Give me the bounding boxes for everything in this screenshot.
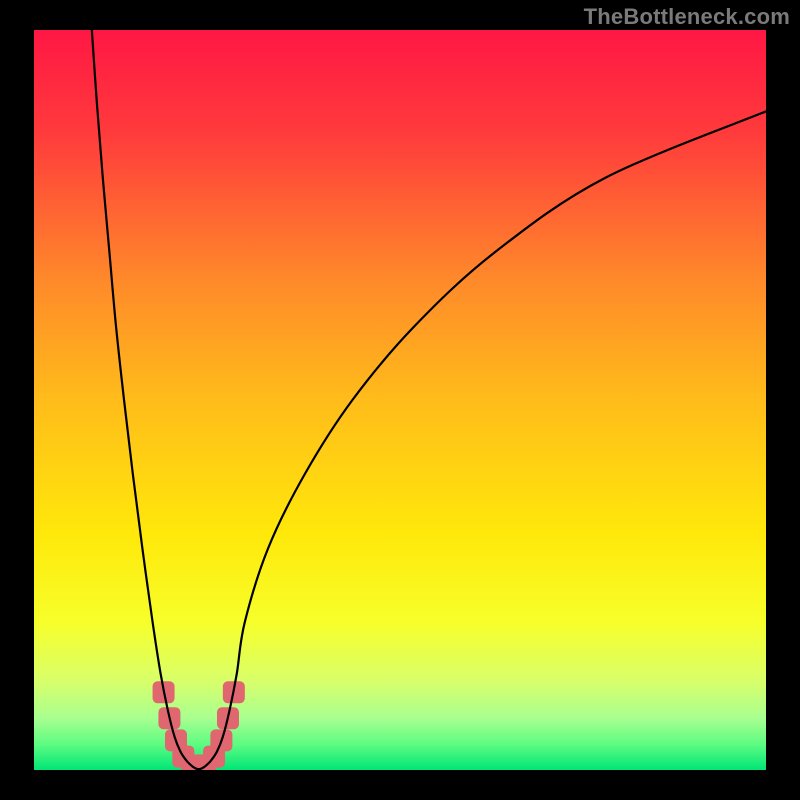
chart-svg xyxy=(0,0,800,800)
outer-frame: TheBottleneck.com xyxy=(0,0,800,800)
watermark-text: TheBottleneck.com xyxy=(584,4,790,30)
plot-background xyxy=(34,30,766,770)
